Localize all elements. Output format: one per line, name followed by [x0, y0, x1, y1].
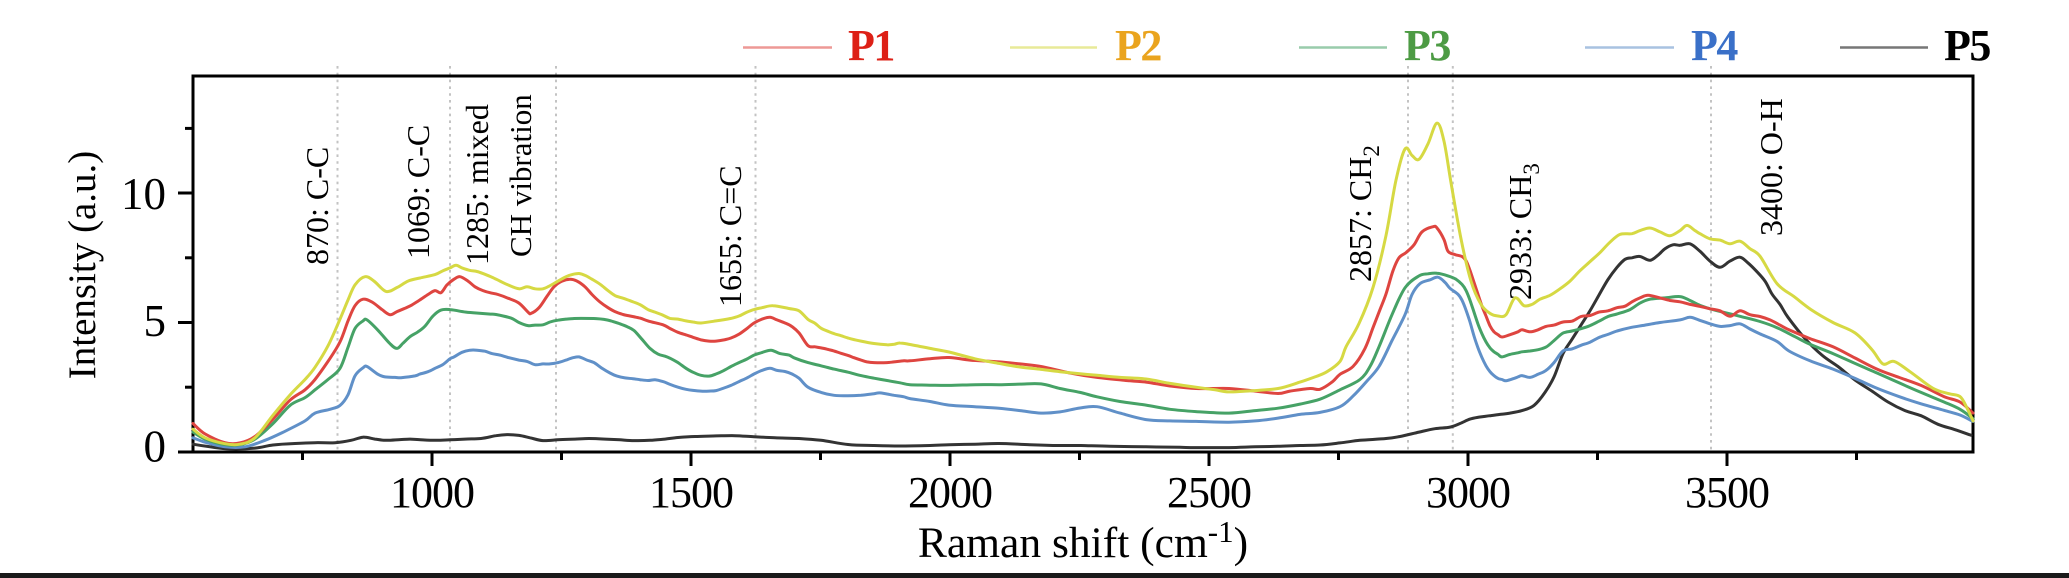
svg-text:1285: mixed: 1285: mixed: [459, 104, 495, 265]
svg-text:1069: C-C: 1069: C-C: [400, 125, 436, 259]
svg-text:3000: 3000: [1426, 468, 1510, 517]
svg-text:3400: O-H: 3400: O-H: [1753, 98, 1789, 236]
svg-text:10: 10: [121, 169, 166, 219]
svg-text:CH vibration: CH vibration: [503, 94, 538, 257]
svg-text:Raman shift (cm-1): Raman shift (cm-1): [918, 514, 1248, 567]
svg-text:0: 0: [144, 422, 167, 472]
svg-text:P5: P5: [1944, 21, 1990, 70]
svg-text:2500: 2500: [1167, 468, 1251, 517]
svg-text:Intensity (a.u.): Intensity (a.u.): [61, 151, 104, 380]
svg-text:P1: P1: [848, 21, 894, 70]
svg-text:870: C-C: 870: C-C: [299, 147, 335, 265]
svg-text:P2: P2: [1115, 21, 1161, 70]
svg-text:1000: 1000: [390, 468, 474, 517]
svg-text:1655: C=C: 1655: C=C: [712, 165, 748, 307]
svg-text:2000: 2000: [908, 468, 992, 517]
svg-text:1500: 1500: [649, 468, 733, 517]
svg-text:3500: 3500: [1685, 468, 1769, 517]
svg-text:5: 5: [144, 296, 167, 346]
svg-text:2857: CH2: 2857: CH2: [1342, 145, 1384, 282]
svg-text:P3: P3: [1404, 21, 1450, 70]
svg-text:P4: P4: [1691, 21, 1738, 70]
svg-text:2933: CH3: 2933: CH3: [1502, 163, 1544, 300]
